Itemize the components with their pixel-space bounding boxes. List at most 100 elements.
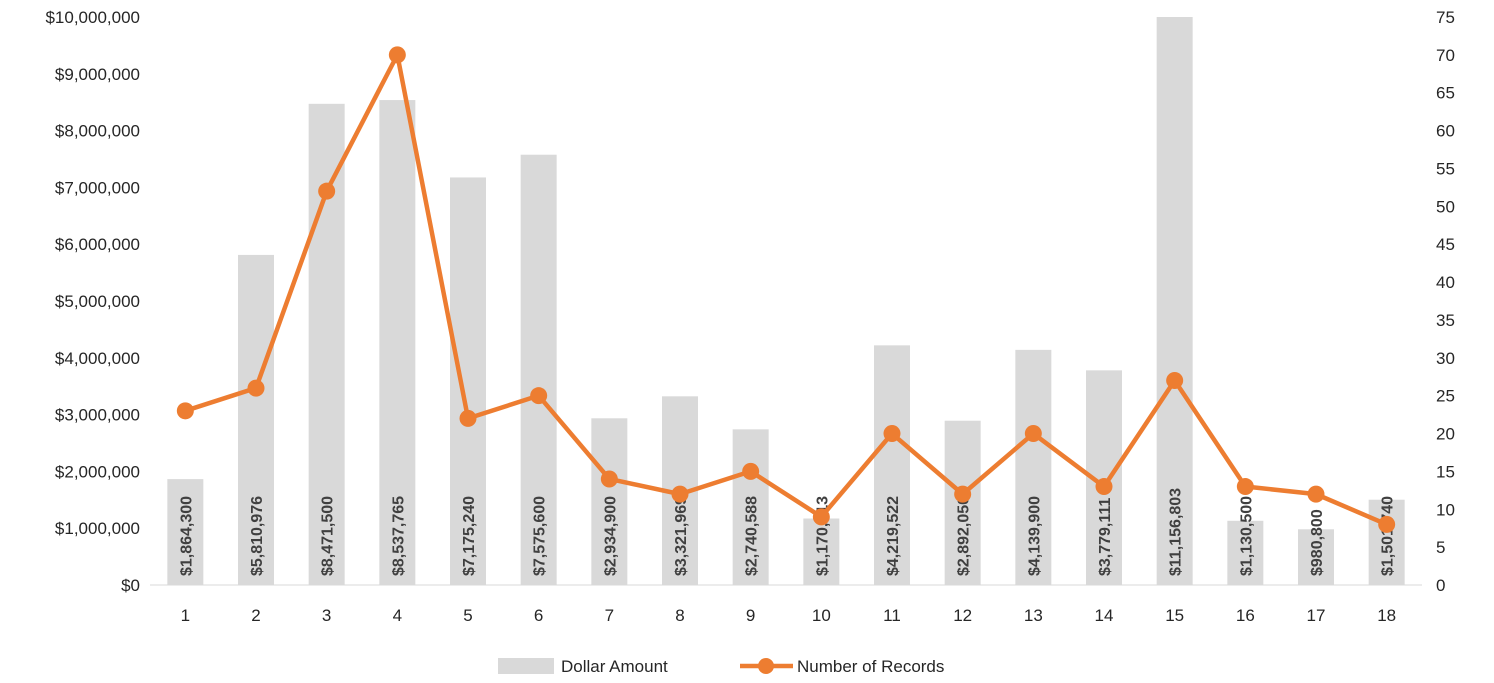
line-point — [530, 387, 548, 405]
y-right-tick-label: 0 — [1436, 576, 1445, 595]
line-point — [1307, 485, 1325, 503]
y-right-tick-label: 30 — [1436, 349, 1455, 368]
line-point — [388, 46, 406, 64]
bar — [520, 154, 557, 585]
line-point — [1236, 478, 1254, 496]
bar — [732, 429, 769, 585]
data-label: $2,740,588 — [744, 496, 761, 576]
y-right-tick-label: 20 — [1436, 425, 1455, 444]
data-label: $7,575,600 — [532, 496, 549, 576]
y-right-tick-label: 5 — [1436, 538, 1445, 557]
data-label: $4,219,522 — [885, 496, 902, 576]
x-tick-label: 7 — [605, 606, 614, 625]
y-right-tick-label: 35 — [1436, 311, 1455, 330]
data-label: $8,537,765 — [390, 496, 407, 576]
x-tick-label: 16 — [1236, 606, 1255, 625]
x-axis: 1 2 3 4 5 6 7 8 9 10 11 12 13 14 15 16 17 18 — [150, 584, 1422, 625]
x-tick-label: 6 — [534, 606, 543, 625]
y-left-tick-label: $9,000,000 — [55, 65, 140, 84]
x-tick-label: 5 — [463, 606, 472, 625]
legend-label-dollar-amount: Dollar Amount — [561, 657, 668, 676]
y-left-tick-label: $5,000,000 — [55, 292, 140, 311]
x-tick-label: 2 — [251, 606, 260, 625]
legend: Dollar Amount Number of Records — [498, 657, 944, 676]
y-right-tick-label: 60 — [1436, 122, 1455, 141]
bar — [450, 177, 486, 586]
y-axis-right: 0 5 10 15 20 25 30 35 40 45 50 55 60 65 70 75 — [1436, 8, 1455, 595]
bar — [944, 420, 981, 585]
y-left-tick-label: $0 — [121, 576, 140, 595]
legend-swatch-marker — [758, 658, 774, 674]
data-label: $2,892,050 — [956, 496, 973, 576]
dollar-amount-bars — [167, 17, 1405, 586]
data-label: $1,501,740 — [1380, 496, 1397, 576]
y-axis-left: $0 $1,000,000 $2,000,000 $3,000,000 $4,000,0… — [45, 8, 140, 595]
data-label: $980,800 — [1309, 509, 1326, 576]
y-right-tick-label: 70 — [1436, 46, 1455, 65]
y-left-tick-label: $2,000,000 — [55, 462, 140, 481]
legend-swatch-dollar-amount — [498, 658, 554, 674]
line-point — [600, 470, 618, 488]
bar — [1227, 520, 1264, 585]
line-point — [883, 425, 901, 443]
bar — [379, 100, 416, 586]
line-point — [176, 402, 194, 420]
data-label: $1,130,500 — [1238, 496, 1255, 576]
bar — [1368, 499, 1405, 585]
bar — [1298, 529, 1334, 585]
x-tick-label: 18 — [1377, 606, 1396, 625]
line-point — [954, 485, 972, 503]
data-label: $3,321,969 — [673, 496, 690, 576]
y-left-tick-label: $6,000,000 — [55, 235, 140, 254]
legend-label-number-of-records: Number of Records — [797, 657, 944, 676]
line-point — [1024, 425, 1042, 443]
y-right-tick-label: 65 — [1436, 84, 1455, 103]
x-tick-label: 9 — [746, 606, 755, 625]
line-point — [1166, 372, 1184, 390]
bar — [238, 254, 274, 585]
y-right-tick-label: 50 — [1436, 197, 1455, 216]
bar — [167, 479, 204, 585]
x-tick-label: 4 — [393, 606, 402, 625]
y-left-tick-label: $1,000,000 — [55, 519, 140, 538]
data-label: $1,864,300 — [178, 496, 195, 576]
y-right-tick-label: 15 — [1436, 462, 1455, 481]
line-point — [812, 508, 830, 526]
data-label: $4,139,900 — [1026, 496, 1043, 576]
line-path — [184, 52, 1388, 527]
y-left-tick-label: $8,000,000 — [55, 122, 140, 141]
data-label: $5,810,976 — [249, 496, 266, 576]
y-right-tick-label: 25 — [1436, 387, 1455, 406]
number-of-records-line — [176, 46, 1396, 533]
y-right-tick-label: 10 — [1436, 500, 1455, 519]
x-tick-label: 11 — [883, 606, 901, 625]
y-left-tick-label: $7,000,000 — [55, 178, 140, 197]
y-left-tick-label: $3,000,000 — [55, 406, 140, 425]
data-label: $8,471,500 — [320, 496, 337, 576]
line-point — [318, 182, 336, 200]
y-right-tick-label: 45 — [1436, 235, 1455, 254]
x-tick-label: 12 — [953, 606, 972, 625]
data-label: $7,175,240 — [461, 496, 478, 576]
y-right-tick-label: 40 — [1436, 273, 1455, 292]
data-label: $2,934,900 — [602, 496, 619, 576]
y-left-tick-label: $10,000,000 — [45, 8, 140, 27]
x-tick-label: 10 — [812, 606, 831, 625]
line-point — [247, 379, 265, 397]
x-tick-label: 1 — [181, 606, 190, 625]
x-tick-label: 13 — [1024, 606, 1043, 625]
data-label: $11,156,803 — [1168, 488, 1185, 576]
x-tick-label: 14 — [1095, 606, 1114, 625]
y-right-tick-label: 75 — [1436, 8, 1455, 27]
x-tick-label: 15 — [1165, 606, 1184, 625]
y-right-tick-label: 55 — [1436, 159, 1455, 178]
line-point — [459, 409, 477, 427]
bar — [1015, 349, 1052, 585]
x-tick-label: 3 — [322, 606, 331, 625]
bar — [803, 518, 840, 585]
x-tick-label: 17 — [1307, 606, 1326, 625]
data-label: $3,779,111 — [1097, 498, 1114, 576]
y-left-tick-label: $4,000,000 — [55, 349, 140, 368]
line-point — [1378, 515, 1396, 533]
bar-data-labels: $1,864,300 $5,810,976 $8,471,500 $8,537,765… — [178, 488, 1396, 576]
